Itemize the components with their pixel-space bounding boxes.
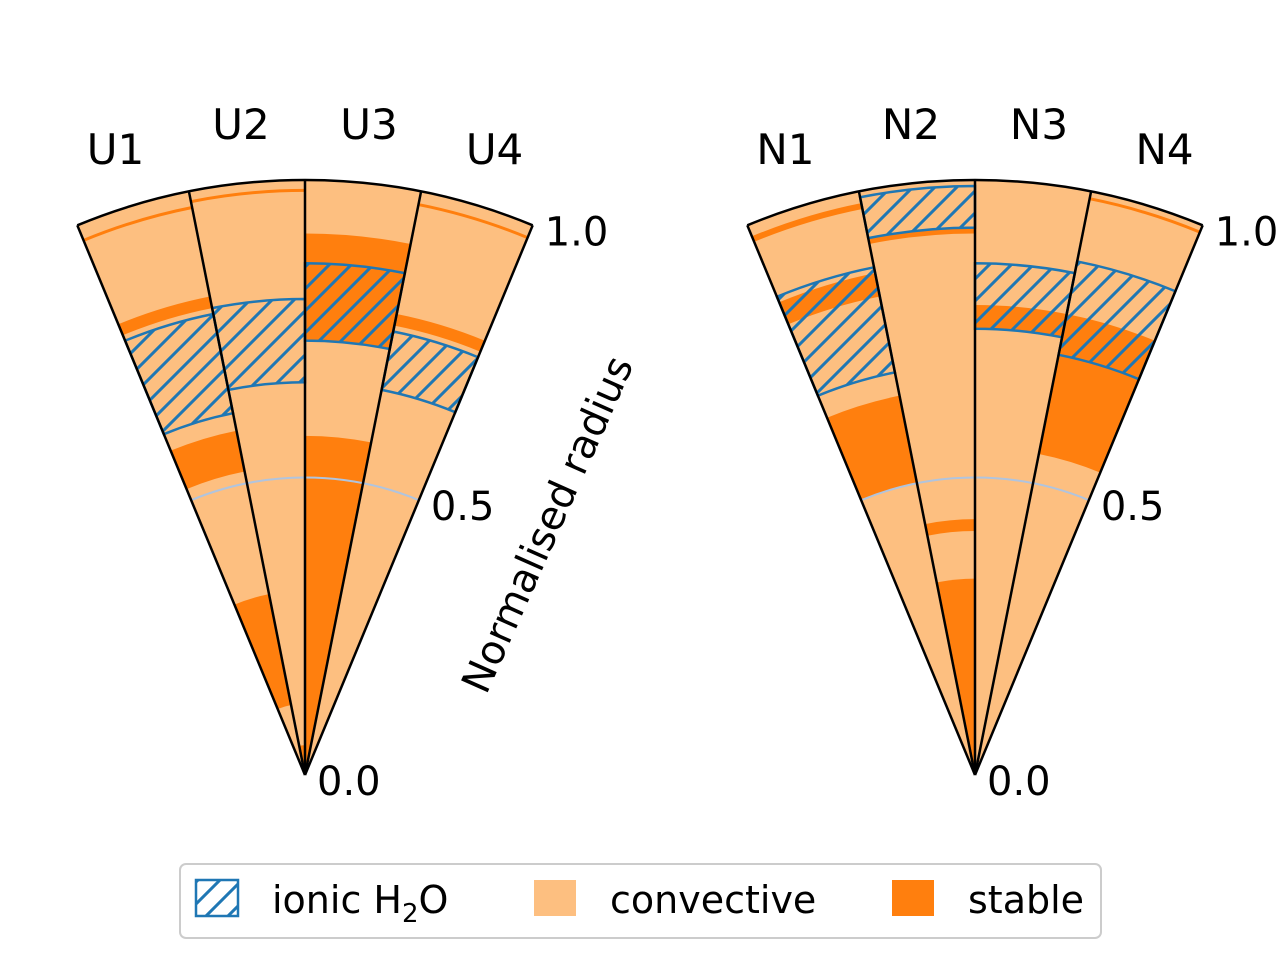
legend-item-ionic: ionic H2O	[194, 878, 448, 929]
u1-stable-band-1	[234, 594, 292, 710]
legend-label-stable: stable	[968, 878, 1084, 922]
legend-label-convective: convective	[610, 878, 816, 922]
radius-tick-label-0: 0.0	[317, 759, 381, 805]
n2-stable-band-2	[925, 519, 975, 536]
u4-stable-band-2	[418, 203, 529, 240]
n1-stable-band-1	[826, 395, 917, 501]
wedge-label-n2: N2	[882, 100, 940, 149]
polar-panel-n: N1 N2 N3 N4 0.0 0.5 1.0	[746, 100, 1279, 805]
wedge-divider-5	[303, 224, 534, 776]
wedge-divider-2	[187, 191, 307, 776]
legend-swatch-convective	[534, 880, 576, 916]
wedge-label-u2: U2	[212, 100, 269, 149]
u2-stable-band-2	[190, 188, 305, 204]
radius-tick-label-2: 1.0	[1215, 209, 1279, 255]
legend-item-stable: stable	[892, 878, 1084, 922]
n1-stable-band-3	[751, 203, 863, 242]
radius-tick-label-2: 1.0	[545, 209, 609, 255]
radius-tick-label-1: 0.5	[1101, 484, 1165, 530]
wedge-label-u1: U1	[87, 125, 144, 174]
n3-ionic-region-1	[973, 262, 1077, 339]
u1-stable-band-3	[118, 296, 213, 336]
radius-tick-label-1: 0.5	[431, 484, 495, 530]
legend: ionic H2O convective stable	[179, 863, 1102, 939]
wedge-label-n4: N4	[1135, 125, 1193, 174]
wedge-divider-4	[973, 191, 1093, 776]
wedge-label-u3: U3	[340, 100, 397, 149]
polar-panel-u: U1 U2 U3 U4 0.0 0.5 1.0	[76, 100, 609, 805]
u3-ionic-region-1	[303, 262, 407, 351]
radius-tick-label-0: 0.0	[987, 759, 1051, 805]
wedge-label-u4: U4	[466, 125, 523, 174]
outer-arc	[746, 178, 1204, 227]
n2-stable-band-3	[868, 227, 975, 244]
wedge-divider-2	[857, 191, 977, 776]
u4-stable-band-1	[394, 313, 485, 352]
wedge-divider-1	[746, 224, 977, 776]
legend-item-convective: convective	[534, 878, 816, 922]
u1-stable-band-4	[82, 206, 193, 242]
outer-arc	[76, 178, 534, 227]
wedge-divider-5	[973, 224, 1204, 776]
wedge-divider-1	[76, 224, 307, 776]
legend-swatch-stable	[892, 880, 934, 916]
wedge-label-n3: N3	[1010, 100, 1068, 149]
legend-swatch-ionic	[194, 878, 240, 918]
n4-stable-band-2	[1089, 197, 1201, 234]
u1-stable-band-2	[170, 430, 245, 490]
legend-label-ionic: ionic H2O	[272, 878, 448, 929]
legend-frame	[179, 863, 1102, 939]
wedge-label-n1: N1	[756, 125, 814, 174]
wedge-divider-4	[303, 191, 423, 776]
